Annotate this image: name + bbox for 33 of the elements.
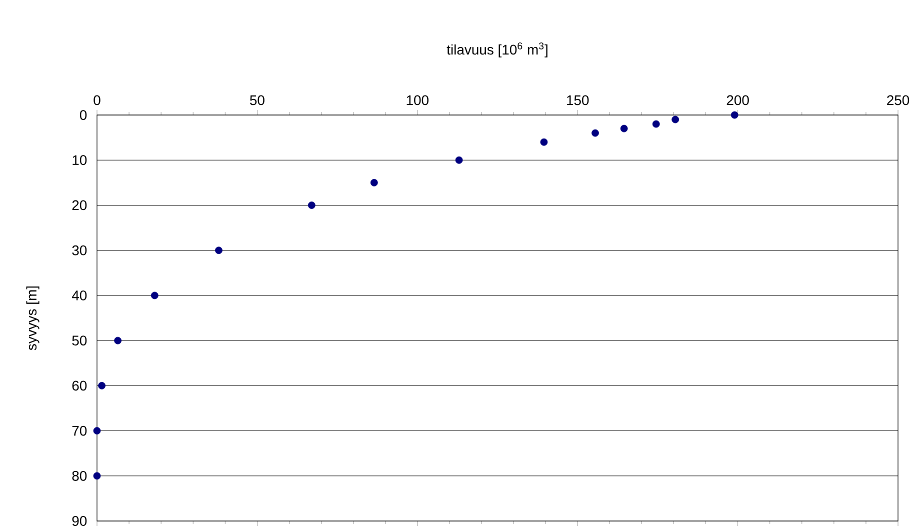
x-tick-label: 0 <box>94 95 100 106</box>
x-axis-title: tilavuus [10$^{6}$ m$^{3}$] <box>446 42 548 58</box>
y-tick-label: 20 <box>72 200 87 210</box>
point <box>672 116 680 124</box>
point <box>93 427 101 434</box>
y-tick-label: 0 <box>80 110 87 120</box>
y-tick-label: 80 <box>72 470 87 481</box>
y-tick-label: 90 <box>72 516 87 526</box>
x-tick-label: 150 <box>567 95 589 106</box>
y-axis-title: syvyys [m] <box>26 286 40 350</box>
x-tick-label: 100 <box>406 95 428 106</box>
x-tick-label: 200 <box>726 95 749 106</box>
point <box>93 472 101 480</box>
point <box>215 246 222 254</box>
y-tick-label: 70 <box>72 426 87 436</box>
y-tick-label: 30 <box>72 245 87 256</box>
point <box>308 202 316 209</box>
point <box>98 382 106 390</box>
point <box>620 124 628 132</box>
y-tick-label: 50 <box>72 336 87 346</box>
point <box>592 129 599 137</box>
x-tick-label: 50 <box>250 95 264 106</box>
y-tick-label: 10 <box>72 155 87 166</box>
y-tick-label: 40 <box>72 290 87 300</box>
x-tick-label: 250 <box>887 95 910 106</box>
point <box>150 292 158 300</box>
point <box>455 156 463 164</box>
y-tick-label: 60 <box>72 380 87 391</box>
point <box>114 336 122 344</box>
point <box>652 120 660 128</box>
point <box>540 138 548 146</box>
point <box>370 178 378 186</box>
point <box>730 111 738 119</box>
